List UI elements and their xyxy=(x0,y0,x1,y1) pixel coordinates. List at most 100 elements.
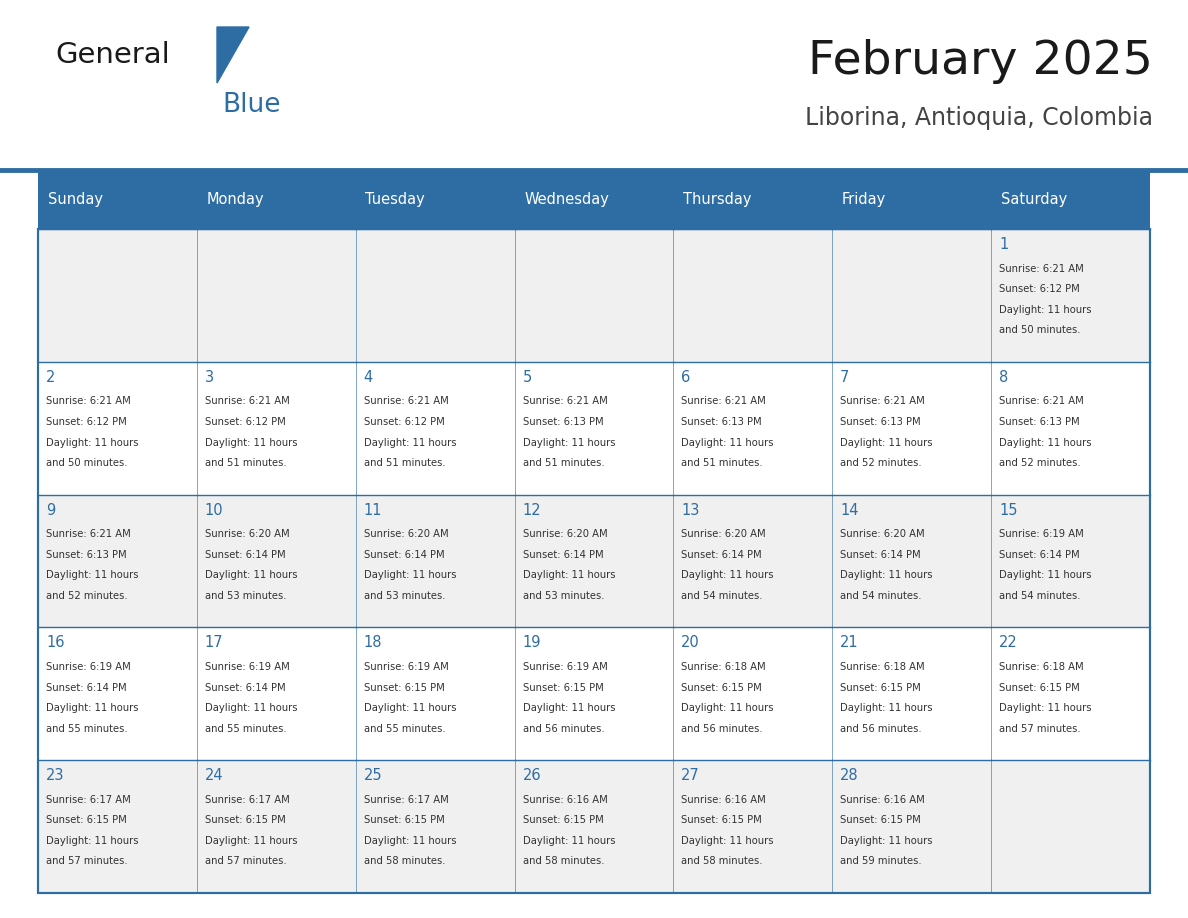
Text: Sunrise: 6:21 AM: Sunrise: 6:21 AM xyxy=(46,397,131,407)
Text: 20: 20 xyxy=(682,635,700,651)
Text: 10: 10 xyxy=(204,503,223,518)
Text: 14: 14 xyxy=(840,503,859,518)
Text: Daylight: 11 hours: Daylight: 11 hours xyxy=(364,836,456,845)
Bar xyxy=(833,362,991,495)
Text: Sunrise: 6:19 AM: Sunrise: 6:19 AM xyxy=(999,529,1083,539)
Text: Sunrise: 6:21 AM: Sunrise: 6:21 AM xyxy=(840,397,925,407)
Text: and 54 minutes.: and 54 minutes. xyxy=(999,591,1081,601)
Bar xyxy=(355,230,514,362)
Text: and 58 minutes.: and 58 minutes. xyxy=(682,856,763,867)
Text: Sunset: 6:14 PM: Sunset: 6:14 PM xyxy=(682,550,762,560)
Text: and 56 minutes.: and 56 minutes. xyxy=(840,723,922,733)
Bar xyxy=(514,760,674,893)
Bar xyxy=(991,230,1150,362)
Text: Sunday: Sunday xyxy=(48,192,102,207)
Text: Daylight: 11 hours: Daylight: 11 hours xyxy=(46,836,139,845)
Text: and 52 minutes.: and 52 minutes. xyxy=(46,591,127,601)
Text: and 57 minutes.: and 57 minutes. xyxy=(46,856,127,867)
Text: 18: 18 xyxy=(364,635,383,651)
Text: 27: 27 xyxy=(682,768,700,783)
Text: and 55 minutes.: and 55 minutes. xyxy=(364,723,446,733)
Text: 2: 2 xyxy=(46,370,56,385)
Text: Sunset: 6:14 PM: Sunset: 6:14 PM xyxy=(364,550,444,560)
Text: Daylight: 11 hours: Daylight: 11 hours xyxy=(204,438,297,448)
Text: Sunset: 6:15 PM: Sunset: 6:15 PM xyxy=(523,683,604,692)
Text: 24: 24 xyxy=(204,768,223,783)
Text: 17: 17 xyxy=(204,635,223,651)
Bar xyxy=(355,362,514,495)
Text: Daylight: 11 hours: Daylight: 11 hours xyxy=(364,570,456,580)
Text: Sunrise: 6:20 AM: Sunrise: 6:20 AM xyxy=(364,529,448,539)
Text: 12: 12 xyxy=(523,503,542,518)
Text: 1: 1 xyxy=(999,237,1009,252)
Text: 15: 15 xyxy=(999,503,1018,518)
Text: Sunset: 6:12 PM: Sunset: 6:12 PM xyxy=(364,417,444,427)
Text: Daylight: 11 hours: Daylight: 11 hours xyxy=(999,305,1092,315)
Text: February 2025: February 2025 xyxy=(808,39,1154,84)
Text: Sunrise: 6:16 AM: Sunrise: 6:16 AM xyxy=(523,795,607,805)
Text: Daylight: 11 hours: Daylight: 11 hours xyxy=(999,570,1092,580)
Text: 9: 9 xyxy=(46,503,55,518)
Text: Sunrise: 6:21 AM: Sunrise: 6:21 AM xyxy=(46,529,131,539)
Bar xyxy=(38,230,197,362)
Text: 6: 6 xyxy=(682,370,690,385)
Bar xyxy=(38,170,197,230)
Text: 7: 7 xyxy=(840,370,849,385)
Text: 11: 11 xyxy=(364,503,383,518)
Text: 21: 21 xyxy=(840,635,859,651)
Text: Sunset: 6:15 PM: Sunset: 6:15 PM xyxy=(364,683,444,692)
Bar xyxy=(991,627,1150,760)
Bar xyxy=(355,627,514,760)
Text: Sunrise: 6:21 AM: Sunrise: 6:21 AM xyxy=(523,397,607,407)
Text: Saturday: Saturday xyxy=(1000,192,1067,207)
Text: Monday: Monday xyxy=(207,192,264,207)
Text: Sunset: 6:12 PM: Sunset: 6:12 PM xyxy=(999,285,1080,295)
Bar xyxy=(514,170,674,230)
Text: and 50 minutes.: and 50 minutes. xyxy=(999,325,1081,335)
Text: and 55 minutes.: and 55 minutes. xyxy=(46,723,127,733)
Text: Wednesday: Wednesday xyxy=(524,192,609,207)
Bar xyxy=(833,627,991,760)
Text: Sunset: 6:15 PM: Sunset: 6:15 PM xyxy=(46,815,127,825)
Bar xyxy=(38,362,197,495)
Text: 28: 28 xyxy=(840,768,859,783)
Text: and 59 minutes.: and 59 minutes. xyxy=(840,856,922,867)
Bar xyxy=(674,760,833,893)
Text: Sunset: 6:15 PM: Sunset: 6:15 PM xyxy=(999,683,1080,692)
Text: Sunrise: 6:19 AM: Sunrise: 6:19 AM xyxy=(523,662,607,672)
Bar xyxy=(674,627,833,760)
Text: Sunrise: 6:21 AM: Sunrise: 6:21 AM xyxy=(999,263,1083,274)
Text: and 57 minutes.: and 57 minutes. xyxy=(204,856,286,867)
Text: Sunset: 6:14 PM: Sunset: 6:14 PM xyxy=(523,550,604,560)
Text: Sunset: 6:13 PM: Sunset: 6:13 PM xyxy=(682,417,762,427)
Text: Sunrise: 6:20 AM: Sunrise: 6:20 AM xyxy=(204,529,290,539)
Text: and 51 minutes.: and 51 minutes. xyxy=(682,458,763,468)
Text: and 53 minutes.: and 53 minutes. xyxy=(364,591,446,601)
Text: Sunrise: 6:20 AM: Sunrise: 6:20 AM xyxy=(840,529,924,539)
Text: Sunset: 6:14 PM: Sunset: 6:14 PM xyxy=(840,550,921,560)
Text: Sunset: 6:15 PM: Sunset: 6:15 PM xyxy=(364,815,444,825)
Text: Sunset: 6:13 PM: Sunset: 6:13 PM xyxy=(523,417,604,427)
Text: Sunset: 6:15 PM: Sunset: 6:15 PM xyxy=(682,683,763,692)
Text: 5: 5 xyxy=(523,370,532,385)
Text: Sunrise: 6:21 AM: Sunrise: 6:21 AM xyxy=(999,397,1083,407)
Text: Sunrise: 6:17 AM: Sunrise: 6:17 AM xyxy=(364,795,448,805)
Text: Sunset: 6:15 PM: Sunset: 6:15 PM xyxy=(682,815,763,825)
Text: and 58 minutes.: and 58 minutes. xyxy=(523,856,604,867)
Text: Sunset: 6:13 PM: Sunset: 6:13 PM xyxy=(840,417,921,427)
Text: Sunset: 6:12 PM: Sunset: 6:12 PM xyxy=(46,417,127,427)
Text: Friday: Friday xyxy=(842,192,886,207)
Text: Sunset: 6:13 PM: Sunset: 6:13 PM xyxy=(999,417,1080,427)
Bar xyxy=(355,495,514,627)
Text: Sunset: 6:12 PM: Sunset: 6:12 PM xyxy=(204,417,285,427)
Bar xyxy=(514,627,674,760)
Text: Daylight: 11 hours: Daylight: 11 hours xyxy=(523,570,615,580)
Text: Sunrise: 6:16 AM: Sunrise: 6:16 AM xyxy=(840,795,925,805)
Text: and 56 minutes.: and 56 minutes. xyxy=(682,723,763,733)
Bar xyxy=(674,230,833,362)
Text: Sunrise: 6:19 AM: Sunrise: 6:19 AM xyxy=(46,662,131,672)
Text: 25: 25 xyxy=(364,768,383,783)
Text: Daylight: 11 hours: Daylight: 11 hours xyxy=(46,438,139,448)
Text: Daylight: 11 hours: Daylight: 11 hours xyxy=(46,570,139,580)
Text: and 55 minutes.: and 55 minutes. xyxy=(204,723,286,733)
